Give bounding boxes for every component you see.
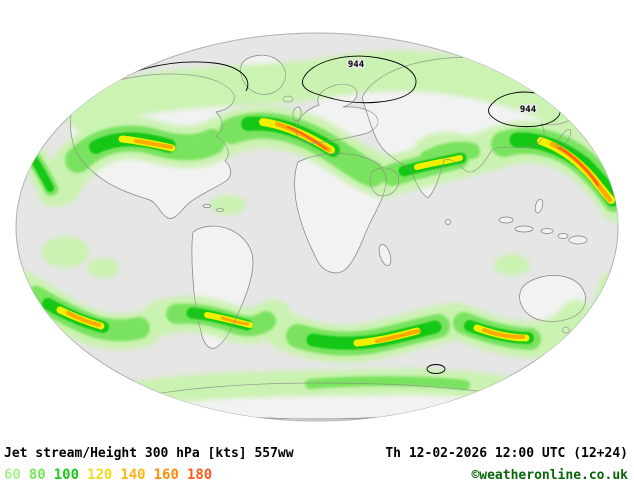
copyright-text: ©weatheronline.co.uk [471,468,628,483]
world-map: 944 944 [15,32,619,422]
footer-line-1: Jet stream/Height 300 hPa [kts] 557ww Th… [4,446,628,461]
legend-value-140: 140 [120,467,146,483]
legend-value-60: 60 [4,467,21,483]
wind-speed-legend: 60 80 100 120 140 160 180 [4,467,220,483]
legend-value-180: 180 [186,467,213,483]
legend-value-80: 80 [28,467,46,483]
jet-band-160kt [287,126,600,187]
contour-label-944-b: 944 [520,105,537,115]
legend-value-160: 160 [153,467,179,483]
product-title: Jet stream/Height 300 hPa [kts] 557ww [4,446,294,461]
contour-label-944-a: 944 [348,60,365,70]
legend-value-100: 100 [53,467,80,483]
legend-value-120: 120 [87,467,113,483]
footer-line-2: 60 80 100 120 140 160 180 ©weatheronline.co.uk [4,467,628,483]
valid-time: Th 12-02-2026 12:00 UTC (12+24) [385,446,628,461]
